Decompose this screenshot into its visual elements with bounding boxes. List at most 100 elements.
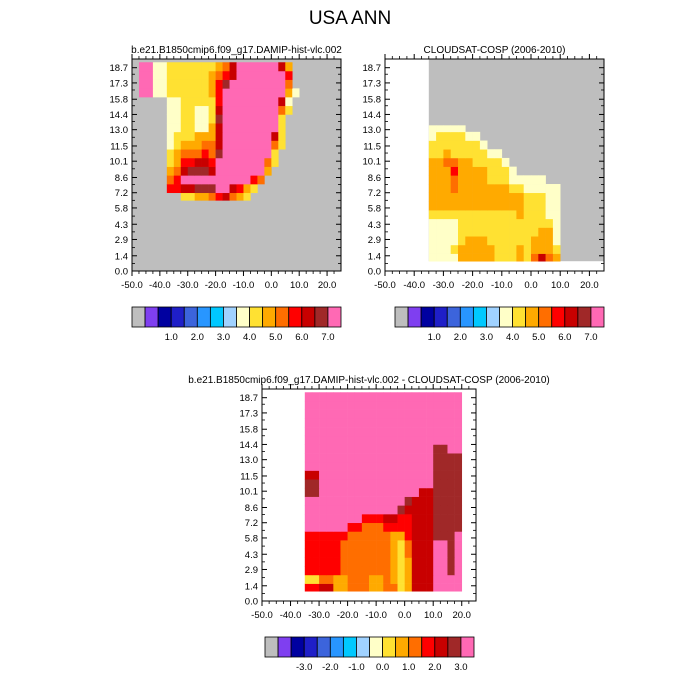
colorbar-box [157, 306, 172, 328]
heatmap-cell [436, 227, 444, 237]
heatmap-cell [531, 184, 539, 194]
heatmap-cell [447, 557, 455, 567]
heatmap-cell [243, 114, 251, 124]
heatmap-cell [494, 166, 503, 176]
heatmap-cell [479, 227, 488, 237]
heatmap-cell [208, 123, 216, 133]
heatmap-cell [516, 201, 524, 211]
heatmap-cell [397, 427, 405, 437]
heatmap-cell [531, 244, 539, 254]
heatmap-cell [250, 140, 258, 150]
heatmap-cell [443, 236, 451, 246]
heatmap-cell [440, 540, 448, 550]
heatmap-cell [447, 487, 455, 497]
heatmap-cell [436, 210, 444, 220]
x-tick-label: -30.0 [433, 280, 455, 291]
heatmap-cell [516, 210, 524, 220]
heatmap-cell [411, 514, 420, 524]
heatmap-cell [319, 409, 327, 419]
heatmap-cell [428, 166, 437, 176]
x-tick-label: 20.0 [318, 280, 337, 291]
heatmap-cell [201, 79, 209, 89]
heatmap-cell [229, 123, 237, 133]
heatmap-cell [340, 496, 348, 506]
heatmap-cell [472, 175, 481, 185]
heatmap-cell [465, 149, 473, 159]
heatmap-cell [194, 62, 202, 72]
heatmap-panel: b.e21.B1850cmip6.f09_g17.DAMIP-hist-vlc.… [188, 375, 549, 673]
heatmap-cell [428, 236, 437, 246]
panel-title: b.e21.B1850cmip6.f09_g17.DAMIP-hist-vlc.… [131, 45, 342, 56]
heatmap-cell [443, 253, 451, 262]
heatmap-cell [454, 435, 463, 445]
heatmap-cell [390, 531, 398, 541]
heatmap-cell [208, 140, 216, 150]
heatmap-cell [173, 157, 182, 167]
heatmap-cell [516, 244, 524, 254]
heatmap-cell [264, 166, 272, 176]
heatmap-cell [326, 557, 334, 567]
heatmap-cell [390, 540, 398, 550]
heatmap-cell [361, 574, 370, 584]
heatmap-cell [440, 531, 448, 541]
heatmap-cell [173, 105, 182, 115]
heatmap-cell [319, 540, 327, 550]
heatmap-cell [443, 244, 451, 254]
heatmap-cell [516, 192, 524, 202]
heatmap-cell [333, 392, 341, 402]
heatmap-cell [311, 540, 320, 550]
heatmap-cell [479, 253, 488, 262]
heatmap-cell [433, 557, 441, 567]
heatmap-cell [271, 62, 279, 72]
heatmap-cell [426, 531, 434, 541]
heatmap-cell [166, 149, 175, 159]
x-tick-label: -10.0 [491, 280, 513, 291]
colorbar-label: 2.0 [454, 332, 467, 343]
heatmap-cell [436, 253, 444, 262]
heatmap-cell [418, 418, 427, 428]
heatmap-cell [376, 566, 384, 576]
heatmap-cell [411, 557, 420, 567]
heatmap-cell [347, 444, 356, 454]
heatmap-cell [354, 470, 363, 480]
heatmap-cell [173, 70, 182, 80]
heatmap-cell [354, 427, 363, 437]
heatmap-cell [397, 470, 405, 480]
heatmap-cell [454, 409, 463, 419]
heatmap-cell [440, 566, 448, 576]
heatmap-cell [208, 166, 216, 176]
heatmap-cell [545, 253, 554, 262]
heatmap-cell [376, 505, 384, 515]
heatmap-cell [354, 496, 363, 506]
heatmap-cell [145, 62, 154, 72]
heatmap-cell [194, 192, 202, 201]
heatmap-cell [383, 435, 391, 445]
heatmap-cell [487, 236, 495, 246]
heatmap-cell [397, 505, 405, 515]
heatmap-cell [450, 218, 459, 228]
heatmap-cell [222, 123, 230, 133]
heatmap-cell [340, 505, 348, 515]
x-tick-label: 20.0 [580, 280, 599, 291]
heatmap-cell [215, 131, 223, 141]
heatmap-cell [411, 444, 420, 454]
heatmap-cell [326, 531, 334, 541]
heatmap-cell [152, 79, 161, 89]
heatmap-cell [465, 236, 473, 246]
heatmap-cell [361, 444, 370, 454]
y-tick-label: 0.0 [368, 267, 381, 278]
heatmap-cell [479, 218, 488, 228]
heatmap-cell [552, 184, 561, 194]
heatmap-cell [173, 79, 182, 89]
heatmap-cell [426, 400, 434, 410]
heatmap-cell [383, 557, 391, 567]
heatmap-cell [319, 453, 327, 463]
heatmap-cell [440, 522, 448, 532]
x-tick-label: 10.0 [424, 610, 443, 621]
heatmap-cell [326, 548, 334, 558]
heatmap-cell [447, 435, 455, 445]
heatmap-cell [418, 583, 427, 592]
heatmap-cell [376, 470, 384, 480]
y-tick-label: 18.7 [110, 63, 129, 74]
heatmap-cell [404, 435, 413, 445]
